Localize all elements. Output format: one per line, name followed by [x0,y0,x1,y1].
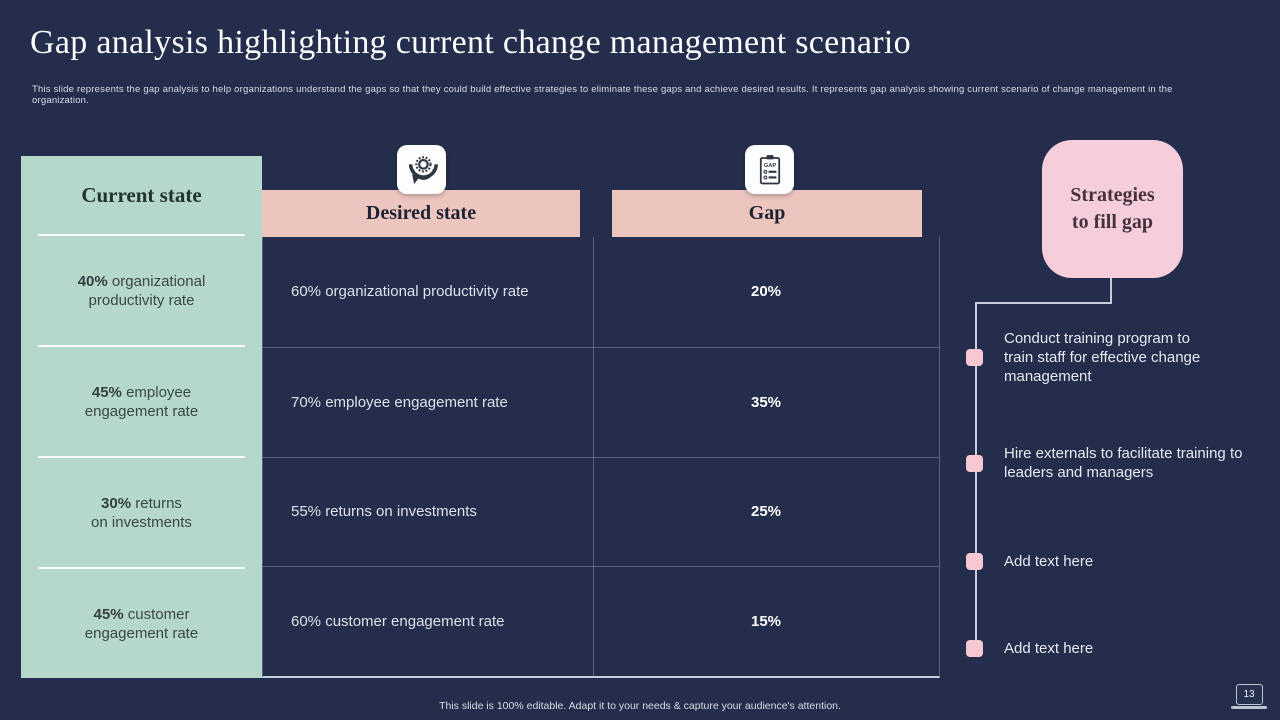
current-state-value: 40% organizational productivity rate [77,272,206,309]
gap-value-cell: 25% [593,456,939,567]
current-state-value: 45% employee engagement rate [84,383,199,420]
bullet-square-icon [966,640,983,657]
strategy-text: Conduct training program to train staff … [1004,330,1201,385]
divider [38,345,245,347]
connector-line [1110,278,1112,303]
page-title: Gap analysis highlighting current change… [30,24,911,61]
current-state-row: 40% organizational productivity rate [21,236,262,345]
strategies-to-fill-gap-box: Strategies to fill gap [1042,140,1183,278]
gap-value-cell: 15% [593,566,939,676]
strategy-text: Add text here [1004,640,1094,657]
page-number: 13 [1235,684,1263,705]
bullet-square-icon [966,553,983,570]
desired-state-cell: 60% customer engagement rate [263,566,593,676]
table-column-divider [593,237,594,676]
slide-description: This slide represents the gap analysis t… [32,84,1173,106]
bullet-square-icon [966,454,983,472]
svg-text:GAP: GAP [763,163,775,169]
gap-value-cell: 35% [593,346,939,457]
gap-analysis-table: 60% organizational productivity rate 20%… [262,237,940,678]
footer-note: This slide is 100% editable. Adapt it to… [439,700,841,712]
strategy-item: Conduct training program to train staff … [966,329,1266,386]
page-number-laptop-icon: 13 [1231,684,1267,709]
current-state-value: 45% customer engagement rate [84,605,199,642]
gap-clipboard-icon: GAP [745,145,794,194]
strategy-text: Hire externals to facilitate training to… [1004,445,1243,481]
gap-header: Gap [612,190,922,237]
bullet-square-icon [966,349,983,366]
desired-state-cell: 70% employee engagement rate [263,346,593,457]
current-state-value: 30% returns on investments [91,494,192,531]
laptop-base [1231,706,1267,709]
current-state-header: Current state [81,182,202,207]
desired-state-cell: 55% returns on investments [263,456,593,567]
current-state-row: 45% employee engagement rate [21,347,262,456]
desired-state-header: Desired state [262,190,580,237]
strategy-item: Add text here [966,552,1266,571]
strategy-item: Hire externals to facilitate training to… [966,444,1266,482]
divider [38,234,245,236]
current-state-row: 30% returns on investments [21,458,262,567]
connector-line [975,302,977,655]
current-state-row: 45% customer engagement rate [21,569,262,678]
gap-value-cell: 20% [750,283,782,301]
strategies-title: Strategies to fill gap [1070,184,1155,233]
strategy-text: Add text here [1004,553,1094,570]
strategy-item: Add text here [966,639,1266,658]
divider [38,567,245,569]
award-badge-icon [397,145,446,194]
desired-state-cell: 60% organizational productivity rate [291,283,529,301]
divider [38,456,245,458]
current-state-panel: Current state 40% organizational producti… [21,156,262,678]
connector-line [975,302,1112,304]
